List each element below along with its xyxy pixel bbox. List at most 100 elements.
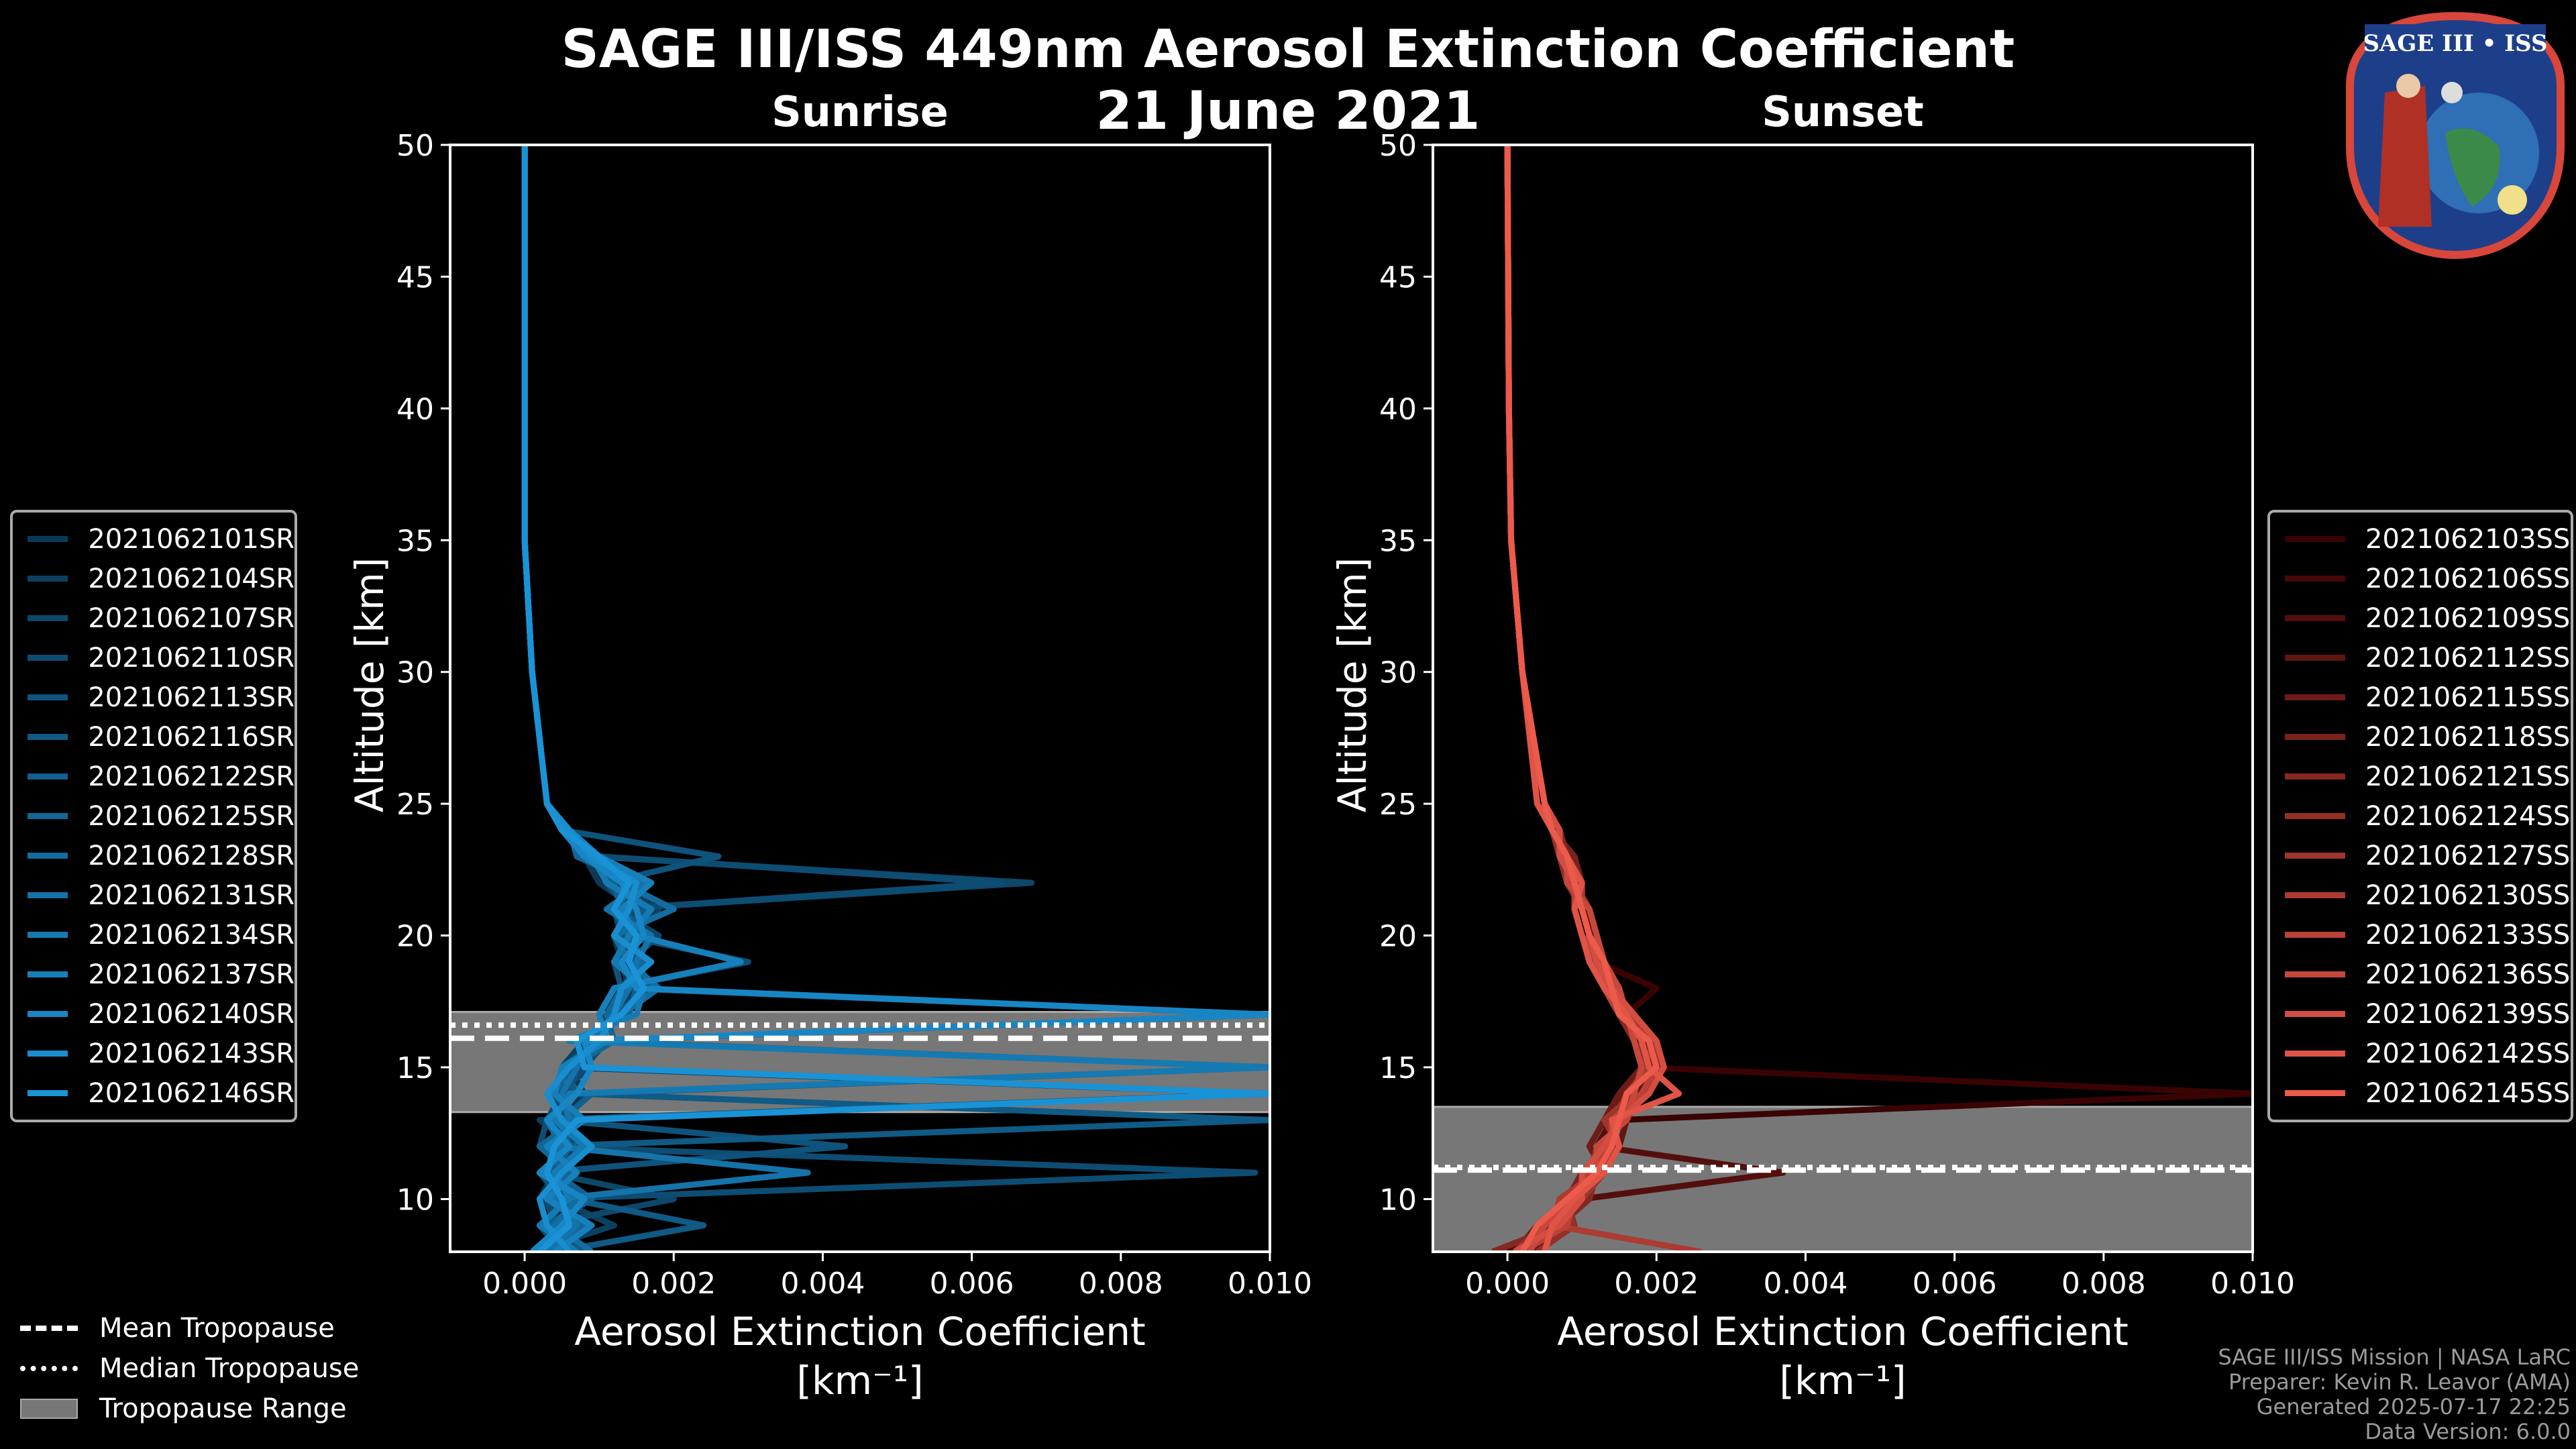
legend-item: 2021062134SR	[13, 915, 294, 955]
legend-label: 2021062140SR	[88, 998, 294, 1030]
dotted-line-icon	[20, 1366, 78, 1371]
legend-swatch	[28, 971, 68, 977]
legend-item: 2021062127SS	[2270, 836, 2571, 875]
profile-line-2021062112SS	[1504, 145, 1667, 1252]
legend-item: 2021062104SR	[13, 559, 294, 598]
legend-swatch	[2285, 932, 2345, 938]
legend-swatch	[2285, 536, 2345, 542]
x-tick-label: 0.008	[1079, 1267, 1163, 1301]
legend-swatch	[28, 694, 68, 700]
y-tick-label: 35	[396, 524, 434, 558]
legend-item: 2021062115SS	[2270, 678, 2571, 717]
x-tick-label: 0.010	[2210, 1267, 2295, 1301]
y-tick-label: 30	[1379, 656, 1417, 690]
y-tick-label: 30	[396, 656, 434, 690]
legend-label: 2021062128SR	[88, 840, 294, 871]
legend-label: 2021062127SS	[2365, 840, 2571, 871]
legend-label: 2021062113SR	[88, 682, 294, 713]
x-tick-label: 0.008	[2061, 1267, 2146, 1301]
legend-swatch	[28, 734, 68, 740]
legend-item: 2021062124SS	[2270, 796, 2571, 836]
x-axis-unit: [km⁻¹]	[1779, 1358, 1906, 1403]
tropopause-legend: Mean Tropopause Median Tropopause Tropop…	[20, 1308, 359, 1429]
footer-line: Data Version: 6.0.0	[2365, 1419, 2571, 1444]
x-tick-label: 0.002	[1614, 1267, 1699, 1301]
legend-swatch	[2285, 694, 2345, 700]
sunrise-panel-title: Sunrise	[771, 87, 949, 136]
legend-item: 2021062130SS	[2270, 875, 2571, 915]
legend-item: 2021062125SR	[13, 796, 294, 836]
legend-swatch	[2285, 1090, 2345, 1096]
legend-label: 2021062103SS	[2365, 523, 2571, 555]
legend-label: 2021062133SS	[2365, 919, 2571, 951]
y-axis-label: Altitude [km]	[1330, 557, 1375, 812]
legend-swatch	[28, 892, 68, 898]
x-tick-label: 0.000	[1465, 1267, 1550, 1301]
legend-swatch	[2285, 813, 2345, 819]
legend-label: 2021062139SS	[2365, 998, 2571, 1030]
legend-swatch	[2285, 773, 2345, 780]
legend-item: 2021062112SS	[2270, 638, 2571, 678]
legend-label: 2021062115SS	[2365, 682, 2571, 713]
legend-swatch	[28, 853, 68, 859]
footer-line: SAGE III/ISS Mission | NASA LaRC	[2218, 1344, 2571, 1370]
legend-swatch	[28, 615, 68, 621]
x-tick-label: 0.002	[631, 1267, 716, 1301]
legend-label: 2021062136SS	[2365, 959, 2571, 990]
y-tick-label: 45	[1379, 260, 1417, 294]
y-tick-label: 45	[396, 260, 434, 294]
figure-title: SAGE III/ISS 449nm Aerosol Extinction Co…	[0, 19, 2576, 142]
title-line-1: SAGE III/ISS 449nm Aerosol Extinction Co…	[561, 19, 2015, 80]
legend-label: 2021062121SS	[2365, 761, 2571, 792]
x-tick-label: 0.006	[1913, 1267, 1997, 1301]
sunset-panel-title: Sunset	[1762, 87, 1924, 136]
legend-item: 2021062106SS	[2270, 559, 2571, 598]
legend-item: 2021062118SS	[2270, 717, 2571, 757]
legend-label: 2021062104SR	[88, 563, 294, 594]
y-tick-label: 10	[396, 1183, 434, 1217]
legend-label: Tropopause Range	[99, 1393, 347, 1424]
gray-box-icon	[20, 1399, 78, 1419]
legend-label: 2021062125SR	[88, 800, 294, 832]
legend-label: 2021062122SR	[88, 761, 294, 792]
legend-swatch	[2285, 853, 2345, 859]
legend-item: 2021062143SR	[13, 1034, 294, 1073]
legend-item: 2021062103SS	[2270, 519, 2571, 559]
legend-label: 2021062106SS	[2365, 563, 2571, 594]
legend-swatch	[2285, 655, 2345, 661]
sage-iii-iss-logo: SAGE III • ISS	[2345, 11, 2566, 260]
y-tick-label: 25	[1379, 788, 1417, 822]
legend-swatch	[2285, 1011, 2345, 1017]
legend-item: 2021062109SS	[2270, 598, 2571, 638]
y-tick-label: 15	[1379, 1051, 1417, 1085]
sunset-plot: 0.000 0.002 0.004 0.006 0.008 0.010 10 15 20 25 30…	[1330, 129, 2295, 1403]
legend-label: 2021062112SS	[2365, 642, 2571, 674]
legend-label: 2021062118SS	[2365, 721, 2571, 753]
legend-item: 2021062145SS	[2270, 1073, 2571, 1113]
dashed-line-icon	[20, 1326, 78, 1331]
legend-tropopause-range: Tropopause Range	[20, 1389, 359, 1429]
x-axis-unit: [km⁻¹]	[796, 1358, 923, 1403]
legend-item: 2021062137SR	[13, 955, 294, 994]
x-tick-label: 0.010	[1228, 1267, 1312, 1301]
legend-label: 2021062131SR	[88, 879, 294, 911]
legend-item: 2021062136SS	[2270, 955, 2571, 994]
legend-swatch	[2285, 615, 2345, 621]
legend-label: 2021062101SR	[88, 523, 294, 555]
legend-item: 2021062116SR	[13, 717, 294, 757]
footer-credits: SAGE III/ISS Mission | NASA LaRC Prepare…	[2218, 1345, 2571, 1444]
footer-line: Preparer: Kevin R. Leavor (AMA)	[2228, 1369, 2571, 1395]
axes-frame	[449, 144, 1271, 1253]
y-tick-label: 40	[396, 392, 434, 427]
legend-label: 2021062146SR	[88, 1077, 294, 1109]
legend-label: 2021062107SR	[88, 602, 294, 634]
y-tick-label: 20	[1379, 920, 1417, 954]
title-line-2: 21 June 2021	[1095, 81, 1481, 142]
x-axis-label: Aerosol Extinction Coefficient	[574, 1309, 1146, 1354]
plot-area	[450, 145, 1270, 1252]
legend-swatch	[28, 1090, 68, 1096]
legend-swatch	[28, 576, 68, 582]
sunset-legend: 2021062103SS 2021062106SS 2021062109SS 2021…	[2267, 510, 2573, 1122]
legend-swatch	[2285, 576, 2345, 582]
